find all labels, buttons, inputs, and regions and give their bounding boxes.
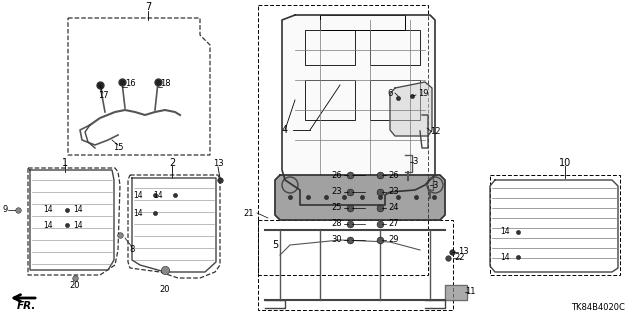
Text: 30: 30 — [332, 236, 342, 244]
Text: 25: 25 — [332, 204, 342, 212]
Text: 20: 20 — [70, 282, 80, 291]
Bar — [258, 220, 453, 310]
Text: 13: 13 — [212, 158, 223, 167]
Bar — [490, 175, 620, 275]
Text: 13: 13 — [458, 247, 468, 257]
Text: 10: 10 — [559, 158, 571, 168]
Bar — [370, 30, 420, 65]
Text: 27: 27 — [388, 220, 399, 228]
Text: 26: 26 — [388, 171, 399, 180]
Text: 7: 7 — [145, 2, 151, 12]
Bar — [445, 285, 467, 300]
Text: 3: 3 — [412, 157, 418, 166]
Text: TK84B4020C: TK84B4020C — [571, 303, 625, 312]
Polygon shape — [275, 175, 445, 220]
Bar — [305, 80, 355, 120]
Text: 22: 22 — [455, 253, 465, 262]
Polygon shape — [390, 82, 432, 136]
Text: 3: 3 — [432, 180, 438, 189]
Text: 12: 12 — [429, 127, 440, 137]
Text: 14: 14 — [73, 205, 83, 214]
Text: 29: 29 — [388, 236, 399, 244]
Text: 23: 23 — [388, 188, 399, 196]
Text: 24: 24 — [388, 204, 399, 212]
Bar — [320, 15, 405, 30]
Text: 26: 26 — [332, 171, 342, 180]
Text: 4: 4 — [282, 125, 288, 135]
Text: 15: 15 — [113, 143, 124, 153]
Text: 14: 14 — [154, 190, 163, 199]
Text: 11: 11 — [465, 287, 476, 297]
Text: FR.: FR. — [16, 301, 36, 311]
Text: 9: 9 — [3, 205, 8, 214]
Text: 14: 14 — [44, 220, 53, 229]
Text: 14: 14 — [73, 220, 83, 229]
Text: 14: 14 — [133, 190, 143, 199]
Text: 14: 14 — [500, 228, 510, 236]
Text: 16: 16 — [125, 79, 135, 89]
Text: 2: 2 — [169, 158, 175, 168]
Text: 14: 14 — [44, 205, 53, 214]
Text: 6: 6 — [388, 89, 393, 98]
Text: 20: 20 — [160, 285, 170, 294]
Polygon shape — [445, 285, 467, 300]
Text: 28: 28 — [332, 220, 342, 228]
Text: 18: 18 — [160, 79, 170, 89]
Text: 1: 1 — [62, 158, 68, 168]
Text: 21: 21 — [243, 209, 254, 218]
Text: 19: 19 — [418, 89, 429, 98]
Text: 5: 5 — [272, 240, 278, 250]
Bar — [305, 30, 355, 65]
Bar — [258, 5, 428, 275]
Text: 14: 14 — [500, 252, 510, 261]
Text: 14: 14 — [133, 209, 143, 218]
Text: 8: 8 — [129, 245, 134, 254]
Polygon shape — [282, 15, 435, 205]
Bar — [370, 80, 420, 120]
Text: 23: 23 — [332, 188, 342, 196]
Text: 17: 17 — [98, 92, 108, 100]
